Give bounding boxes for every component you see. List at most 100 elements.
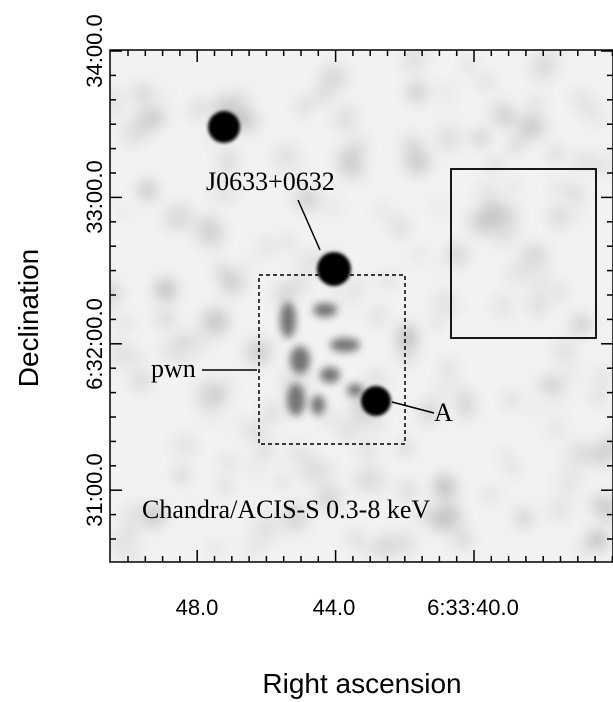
noise-blob bbox=[583, 103, 605, 125]
instrument-label: Chandra/ACIS-S 0.3-8 keV bbox=[142, 495, 430, 524]
noise-blob bbox=[213, 182, 235, 204]
noise-blob bbox=[295, 97, 312, 115]
noise-blob bbox=[527, 293, 550, 316]
noise-blob bbox=[338, 418, 361, 441]
noise-blob bbox=[243, 459, 267, 483]
a-leader-line bbox=[391, 401, 435, 414]
noise-blob bbox=[399, 440, 415, 455]
noise-blob bbox=[571, 314, 592, 335]
noise-blob bbox=[379, 270, 399, 290]
noise-blob bbox=[398, 324, 417, 343]
noise-blob bbox=[276, 474, 290, 488]
plot-frame bbox=[109, 49, 613, 563]
noise-blob bbox=[472, 130, 488, 146]
noise-blob bbox=[253, 502, 268, 517]
noise-blob bbox=[155, 278, 176, 300]
noise-blob bbox=[219, 156, 237, 173]
noise-blob bbox=[467, 212, 480, 225]
noise-blob bbox=[229, 417, 246, 433]
point-source-top bbox=[208, 111, 240, 143]
noise-blob bbox=[573, 214, 584, 226]
pwn-region-box bbox=[258, 274, 406, 445]
noise-blob bbox=[494, 206, 511, 223]
noise-blob bbox=[110, 283, 121, 303]
pwn-diffuse-emission bbox=[280, 302, 363, 416]
noise-blob bbox=[322, 410, 338, 427]
noise-blob bbox=[347, 164, 364, 181]
noise-blob bbox=[274, 285, 293, 305]
noise-blob bbox=[219, 453, 237, 471]
noise-blob bbox=[432, 290, 459, 318]
noise-blob bbox=[295, 187, 319, 211]
source-label: J0633+0632 bbox=[206, 167, 335, 196]
noise-blob bbox=[121, 513, 133, 525]
noise-blob bbox=[553, 339, 576, 363]
noise-blob bbox=[200, 226, 226, 252]
noise-blob bbox=[197, 394, 223, 420]
noise-blob bbox=[164, 203, 193, 232]
noise-blob bbox=[126, 505, 139, 517]
noise-blob bbox=[439, 502, 455, 518]
noise-blob bbox=[244, 256, 259, 271]
noise-blob bbox=[124, 525, 137, 539]
axis-ticks bbox=[110, 50, 613, 562]
noise-blob bbox=[530, 271, 552, 294]
noise-blob bbox=[202, 308, 229, 335]
noise-blob bbox=[586, 529, 608, 551]
noise-blob bbox=[490, 217, 518, 245]
noise-blob bbox=[492, 294, 514, 316]
noise-blob bbox=[436, 373, 460, 397]
noise-blob bbox=[175, 468, 189, 482]
noise-blob bbox=[288, 442, 309, 463]
noise-blob bbox=[220, 480, 231, 491]
noise-blob bbox=[356, 410, 367, 421]
noise-blob bbox=[245, 339, 272, 366]
noise-blob bbox=[469, 74, 480, 85]
noise-blob bbox=[111, 534, 135, 558]
noise-blob bbox=[417, 507, 432, 521]
noise-blob bbox=[167, 339, 195, 367]
noise-blob bbox=[188, 502, 204, 518]
noise-blob bbox=[115, 206, 131, 222]
noise-blob bbox=[489, 101, 513, 126]
x-tick-label-48: 48.0 bbox=[176, 595, 219, 620]
noise-blob bbox=[241, 532, 268, 560]
noise-blob bbox=[503, 459, 522, 478]
point-a-label: A bbox=[434, 398, 453, 427]
noise-blob bbox=[391, 218, 410, 236]
noise-blob bbox=[461, 56, 476, 71]
noise-blob bbox=[569, 204, 582, 217]
noise-blob bbox=[550, 206, 569, 225]
noise-blob bbox=[572, 90, 592, 110]
noise-blob bbox=[235, 271, 246, 283]
noise-blob bbox=[430, 318, 441, 330]
noise-blob bbox=[360, 462, 382, 484]
noise-blob bbox=[509, 141, 521, 153]
noise-blob bbox=[506, 263, 528, 285]
noise-blob bbox=[391, 531, 416, 556]
noise-blob bbox=[436, 82, 457, 103]
noise-blob bbox=[272, 143, 300, 171]
noise-blob bbox=[553, 286, 567, 300]
noise-blob bbox=[560, 365, 579, 383]
noise-blob bbox=[364, 370, 387, 393]
noise-blob bbox=[110, 310, 118, 323]
image-panel bbox=[110, 50, 613, 562]
noise-blob bbox=[479, 75, 495, 91]
pwn-label: pwn bbox=[151, 354, 196, 383]
noise-blob bbox=[455, 389, 474, 407]
noise-blob bbox=[550, 147, 563, 160]
noise-blob bbox=[514, 509, 533, 527]
noise-blob bbox=[597, 158, 612, 173]
noise-blob bbox=[374, 202, 393, 221]
noise-blob bbox=[576, 544, 587, 555]
j0633-leader-line bbox=[297, 199, 321, 251]
noise-blob bbox=[392, 399, 404, 411]
noise-blob bbox=[332, 106, 358, 132]
x-tick-label-44: 44.0 bbox=[313, 595, 356, 620]
y-tick-label-33: 33:00.0 bbox=[82, 160, 107, 233]
y-tick-label-34: 34:00.0 bbox=[82, 14, 107, 87]
noise-blob bbox=[453, 403, 468, 417]
noise-blob bbox=[320, 64, 347, 92]
